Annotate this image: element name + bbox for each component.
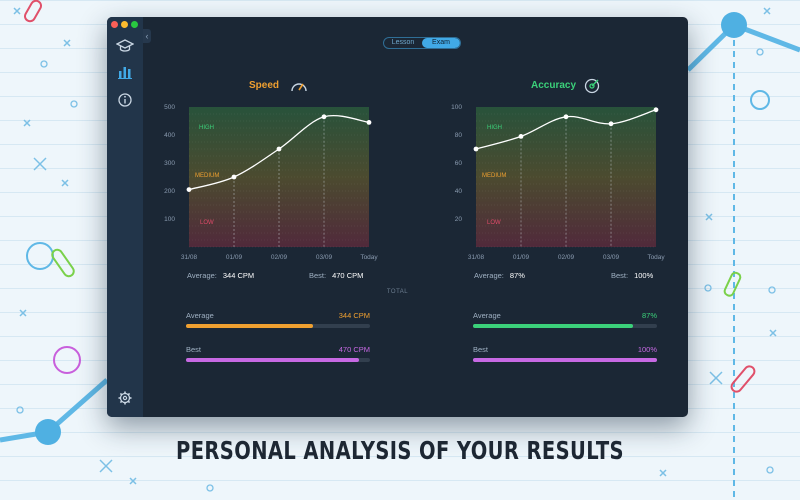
charts-canvas: 100 200 300 400 500 31/08 01/09 02/09 03/09 Today… bbox=[164, 104, 665, 261]
speed-data-point bbox=[231, 174, 237, 180]
speed-y-tick-label: 400 bbox=[164, 132, 175, 139]
speed-average-bar: Average 344 CPM bbox=[186, 311, 370, 328]
accuracy-zone-medium: MEDIUM bbox=[482, 173, 507, 179]
speed-average-label: Average: bbox=[187, 271, 217, 280]
graduation-cap-icon[interactable] bbox=[116, 37, 134, 55]
accuracy-y-tick-label: 80 bbox=[455, 132, 463, 139]
speed-data-point bbox=[186, 187, 192, 193]
speed-best-label: Best: bbox=[309, 271, 327, 280]
accuracy-best-stat: Best: 100% bbox=[611, 271, 653, 280]
speed-y-tick-label: 300 bbox=[164, 160, 175, 167]
banner-headline: PERSONAL ANALYSIS OF YOUR RESULTS bbox=[176, 436, 624, 465]
accuracy-zone-high: HIGH bbox=[487, 125, 502, 131]
speed-average-value: 344 CPM bbox=[222, 271, 255, 280]
accuracy-x-tick-label: 03/09 bbox=[603, 254, 620, 261]
mode-segmented-control: Lesson Exam bbox=[383, 37, 461, 49]
bar-label: Average bbox=[473, 311, 501, 320]
speed-y-tick-label: 500 bbox=[164, 104, 175, 111]
speed-x-tick-label: 31/08 bbox=[181, 254, 198, 261]
progress-track bbox=[186, 324, 370, 328]
speed-title: Speed bbox=[249, 80, 280, 91]
accuracy-data-point bbox=[563, 114, 569, 120]
speed-x-tick-label: 02/09 bbox=[271, 254, 288, 261]
accuracy-title: Accuracy bbox=[531, 80, 577, 91]
progress-fill bbox=[473, 324, 634, 328]
accuracy-data-point bbox=[473, 146, 479, 152]
speed-y-tick-label: 100 bbox=[164, 216, 175, 223]
speed-x-tick-label: Today bbox=[360, 254, 378, 261]
progress-fill bbox=[186, 324, 313, 328]
collapse-sidebar-button[interactable]: ‹ bbox=[143, 29, 151, 43]
close-window-button[interactable] bbox=[111, 21, 118, 28]
bar-value: 344 CPM bbox=[338, 311, 370, 320]
accuracy-y-tick-label: 20 bbox=[455, 216, 463, 223]
bar-value: 87% bbox=[641, 311, 657, 320]
accuracy-best-value: 100% bbox=[634, 271, 654, 280]
gear-icon[interactable] bbox=[116, 389, 134, 407]
total-label: TOTAL bbox=[386, 289, 409, 295]
progress-fill bbox=[473, 358, 657, 362]
bar-label: Best bbox=[473, 345, 489, 354]
accuracy-y-tick-label: 40 bbox=[455, 188, 463, 195]
target-icon bbox=[584, 78, 600, 94]
progress-track bbox=[473, 324, 657, 328]
speed-zone-high: HIGH bbox=[199, 125, 214, 131]
speed-data-point bbox=[366, 120, 372, 125]
accuracy-average-label: Average: bbox=[474, 271, 504, 280]
accuracy-best-label: Best: bbox=[611, 271, 629, 280]
accuracy-average-bar: Average 87% bbox=[473, 311, 657, 328]
sidebar bbox=[107, 17, 143, 417]
accuracy-best-bar: Best 100% bbox=[473, 345, 657, 362]
accuracy-x-tick-label: 31/08 bbox=[468, 254, 485, 261]
zoom-window-button[interactable] bbox=[131, 21, 138, 28]
accuracy-x-tick-label: 01/09 bbox=[513, 254, 530, 261]
speed-best-value: 470 CPM bbox=[332, 271, 364, 280]
speed-data-point bbox=[321, 114, 327, 120]
progress-track bbox=[186, 358, 370, 362]
accuracy-data-point bbox=[608, 121, 614, 127]
window-controls bbox=[111, 21, 138, 28]
speed-zone-low: LOW bbox=[200, 220, 214, 226]
info-icon[interactable] bbox=[116, 91, 134, 109]
accuracy-average-value: 87% bbox=[509, 271, 525, 280]
bar-label: Best bbox=[186, 345, 202, 354]
accuracy-data-point bbox=[653, 107, 659, 113]
tab-exam[interactable]: Exam bbox=[422, 38, 460, 48]
bar-label: Average bbox=[186, 311, 214, 320]
progress-fill bbox=[186, 358, 359, 362]
accuracy-data-point bbox=[518, 134, 524, 139]
speed-average-stat: Average: 344 CPM bbox=[187, 271, 254, 280]
speed-best-stat: Best: 470 CPM bbox=[309, 271, 363, 280]
tab-lesson[interactable]: Lesson bbox=[391, 39, 415, 46]
bar-value: 100% bbox=[637, 345, 657, 354]
speed-x-tick-label: 03/09 bbox=[316, 254, 333, 261]
accuracy-y-tick-label: 60 bbox=[455, 160, 463, 167]
accuracy-y-tick-label: 100 bbox=[451, 104, 462, 111]
bar-chart-icon[interactable] bbox=[116, 63, 134, 81]
speed-x-tick-label: 01/09 bbox=[226, 254, 243, 261]
accuracy-zone-low: LOW bbox=[487, 220, 501, 226]
speedometer-icon bbox=[291, 83, 307, 92]
accuracy-x-tick-label: 02/09 bbox=[558, 254, 575, 261]
speed-y-tick-label: 200 bbox=[164, 188, 175, 195]
speed-best-bar: Best 470 CPM bbox=[186, 345, 370, 362]
app-window: ‹ Lesson Exam 100 200 300 400 500 31/08 01/09 0… bbox=[107, 17, 688, 417]
speed-zone-medium: MEDIUM bbox=[195, 173, 220, 179]
speed-data-point bbox=[276, 146, 282, 152]
bar-value: 470 CPM bbox=[338, 345, 370, 354]
progress-track bbox=[473, 358, 657, 362]
accuracy-x-tick-label: Today bbox=[647, 254, 665, 261]
accuracy-average-stat: Average: 87% bbox=[474, 271, 525, 280]
minimize-window-button[interactable] bbox=[121, 21, 128, 28]
